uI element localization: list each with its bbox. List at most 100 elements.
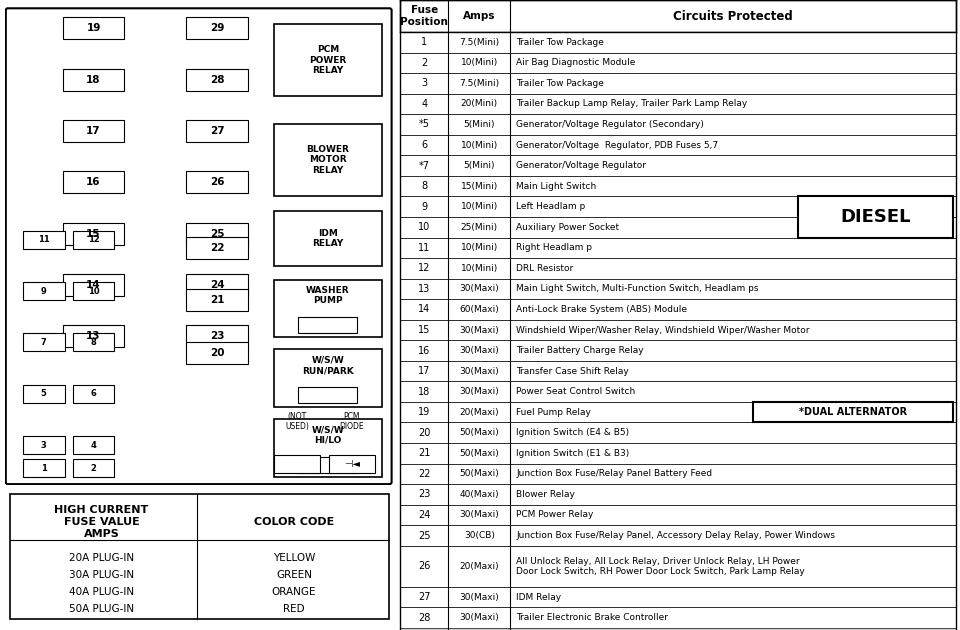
Bar <box>400 505 956 525</box>
Text: Blower Relay: Blower Relay <box>516 490 575 499</box>
Text: 3: 3 <box>41 441 46 450</box>
Bar <box>400 197 956 217</box>
Text: ORANGE: ORANGE <box>272 587 316 597</box>
Bar <box>23 436 64 454</box>
Text: PCM Power Relay: PCM Power Relay <box>516 510 593 520</box>
Text: 24: 24 <box>419 510 431 520</box>
Text: Windshield Wiper/Washer Relay, Windshield Wiper/Washer Motor: Windshield Wiper/Washer Relay, Windshiel… <box>516 326 810 335</box>
Text: 30(Maxi): 30(Maxi) <box>460 510 499 520</box>
Bar <box>274 350 382 407</box>
Text: 20(Mini): 20(Mini) <box>461 100 498 108</box>
Text: Transfer Case Shift Relay: Transfer Case Shift Relay <box>516 367 629 375</box>
Text: Anti-Lock Brake System (ABS) Module: Anti-Lock Brake System (ABS) Module <box>516 305 687 314</box>
Text: Ignition Switch (E4 & B5): Ignition Switch (E4 & B5) <box>516 428 630 437</box>
Bar <box>73 282 114 300</box>
FancyBboxPatch shape <box>6 8 392 484</box>
Text: 24: 24 <box>210 280 225 290</box>
Bar <box>400 156 956 176</box>
Text: 21: 21 <box>419 449 431 458</box>
Text: Generator/Voltage  Regulator, PDB Fuses 5,7: Generator/Voltage Regulator, PDB Fuses 5… <box>516 140 718 149</box>
Text: RED: RED <box>283 604 304 614</box>
Text: 11: 11 <box>419 243 430 253</box>
Bar <box>73 459 114 477</box>
Text: 5(Mini): 5(Mini) <box>464 120 495 129</box>
Text: 30A PLUG-IN: 30A PLUG-IN <box>69 570 134 580</box>
Text: 30(Maxi): 30(Maxi) <box>460 387 499 396</box>
Text: 18: 18 <box>86 74 101 84</box>
Bar <box>62 120 125 142</box>
Text: 10(Mini): 10(Mini) <box>461 140 498 149</box>
Text: 3: 3 <box>421 78 427 88</box>
Bar <box>62 17 125 39</box>
Text: 17: 17 <box>419 366 431 376</box>
Bar <box>23 282 64 300</box>
Text: BLOWER
MOTOR
RELAY: BLOWER MOTOR RELAY <box>306 145 349 175</box>
Bar <box>400 443 956 464</box>
Text: 25(Mini): 25(Mini) <box>461 223 498 232</box>
Text: 16: 16 <box>86 178 101 187</box>
Text: 6: 6 <box>421 140 427 150</box>
Text: Junction Box Fuse/Relay Panel Battery Feed: Junction Box Fuse/Relay Panel Battery Fe… <box>516 469 712 478</box>
Text: 7.5(Mini): 7.5(Mini) <box>459 79 499 88</box>
Text: 15(Mini): 15(Mini) <box>461 181 498 191</box>
Text: 12: 12 <box>87 235 100 244</box>
Text: 40A PLUG-IN: 40A PLUG-IN <box>69 587 134 597</box>
Text: 30(Maxi): 30(Maxi) <box>460 346 499 355</box>
Text: Right Headlam p: Right Headlam p <box>516 243 592 252</box>
Bar <box>73 231 114 249</box>
Text: 14: 14 <box>86 280 101 290</box>
Text: 8: 8 <box>421 181 427 191</box>
Text: All Unlock Relay, All Lock Relay, Driver Unlock Relay, LH Power
Door Lock Switch: All Unlock Relay, All Lock Relay, Driver… <box>516 557 805 576</box>
Text: Generator/Voltage Regulator: Generator/Voltage Regulator <box>516 161 646 170</box>
Text: 5: 5 <box>40 389 47 398</box>
Bar <box>299 457 357 473</box>
Text: 16: 16 <box>419 345 430 355</box>
Text: 6: 6 <box>90 389 96 398</box>
Text: 13: 13 <box>419 284 430 294</box>
Text: Trailer Tow Package: Trailer Tow Package <box>516 79 604 88</box>
Bar <box>400 423 956 443</box>
Text: 50(Maxi): 50(Maxi) <box>460 469 499 478</box>
Text: 5(Mini): 5(Mini) <box>464 161 495 170</box>
Bar <box>400 217 956 238</box>
Bar <box>400 52 956 73</box>
Text: 60(Maxi): 60(Maxi) <box>460 305 499 314</box>
Bar <box>400 176 956 197</box>
Bar <box>400 607 956 628</box>
Text: IDM Relay: IDM Relay <box>516 593 562 602</box>
Bar <box>62 171 125 193</box>
Bar <box>274 455 320 473</box>
Text: 17: 17 <box>86 126 101 136</box>
Text: IDM
RELAY: IDM RELAY <box>312 229 344 248</box>
Bar <box>400 484 956 505</box>
Text: 7: 7 <box>41 338 46 347</box>
Bar <box>754 402 953 423</box>
Bar <box>400 361 956 381</box>
Text: GREEN: GREEN <box>276 570 312 580</box>
Text: 10(Mini): 10(Mini) <box>461 264 498 273</box>
Text: 40(Maxi): 40(Maxi) <box>460 490 499 499</box>
Text: 20: 20 <box>419 428 431 438</box>
Text: 1: 1 <box>421 37 427 47</box>
Text: Main Light Switch: Main Light Switch <box>516 181 596 191</box>
Text: 23: 23 <box>210 331 225 341</box>
Text: Fuel Pump Relay: Fuel Pump Relay <box>516 408 591 416</box>
Bar <box>186 17 248 39</box>
Text: 7.5(Mini): 7.5(Mini) <box>459 38 499 47</box>
Text: Trailer Battery Charge Relay: Trailer Battery Charge Relay <box>516 346 644 355</box>
Text: 29: 29 <box>210 23 225 33</box>
Text: 50A PLUG-IN: 50A PLUG-IN <box>69 604 134 614</box>
Text: Left Headlam p: Left Headlam p <box>516 202 586 211</box>
Text: Fuse
Position: Fuse Position <box>400 5 448 27</box>
Bar <box>23 385 64 403</box>
Bar <box>400 94 956 114</box>
Text: 21: 21 <box>210 295 225 304</box>
Text: PCM
POWER
RELAY: PCM POWER RELAY <box>309 45 347 75</box>
Text: 2: 2 <box>421 58 427 68</box>
Bar <box>186 69 248 91</box>
Text: HIGH CURRENT
FUSE VALUE
AMPS: HIGH CURRENT FUSE VALUE AMPS <box>55 505 149 539</box>
Bar <box>186 274 248 296</box>
Text: Generator/Voltage Regulator (Secondary): Generator/Voltage Regulator (Secondary) <box>516 120 705 129</box>
Text: 1: 1 <box>40 464 47 472</box>
Text: 28: 28 <box>210 74 225 84</box>
